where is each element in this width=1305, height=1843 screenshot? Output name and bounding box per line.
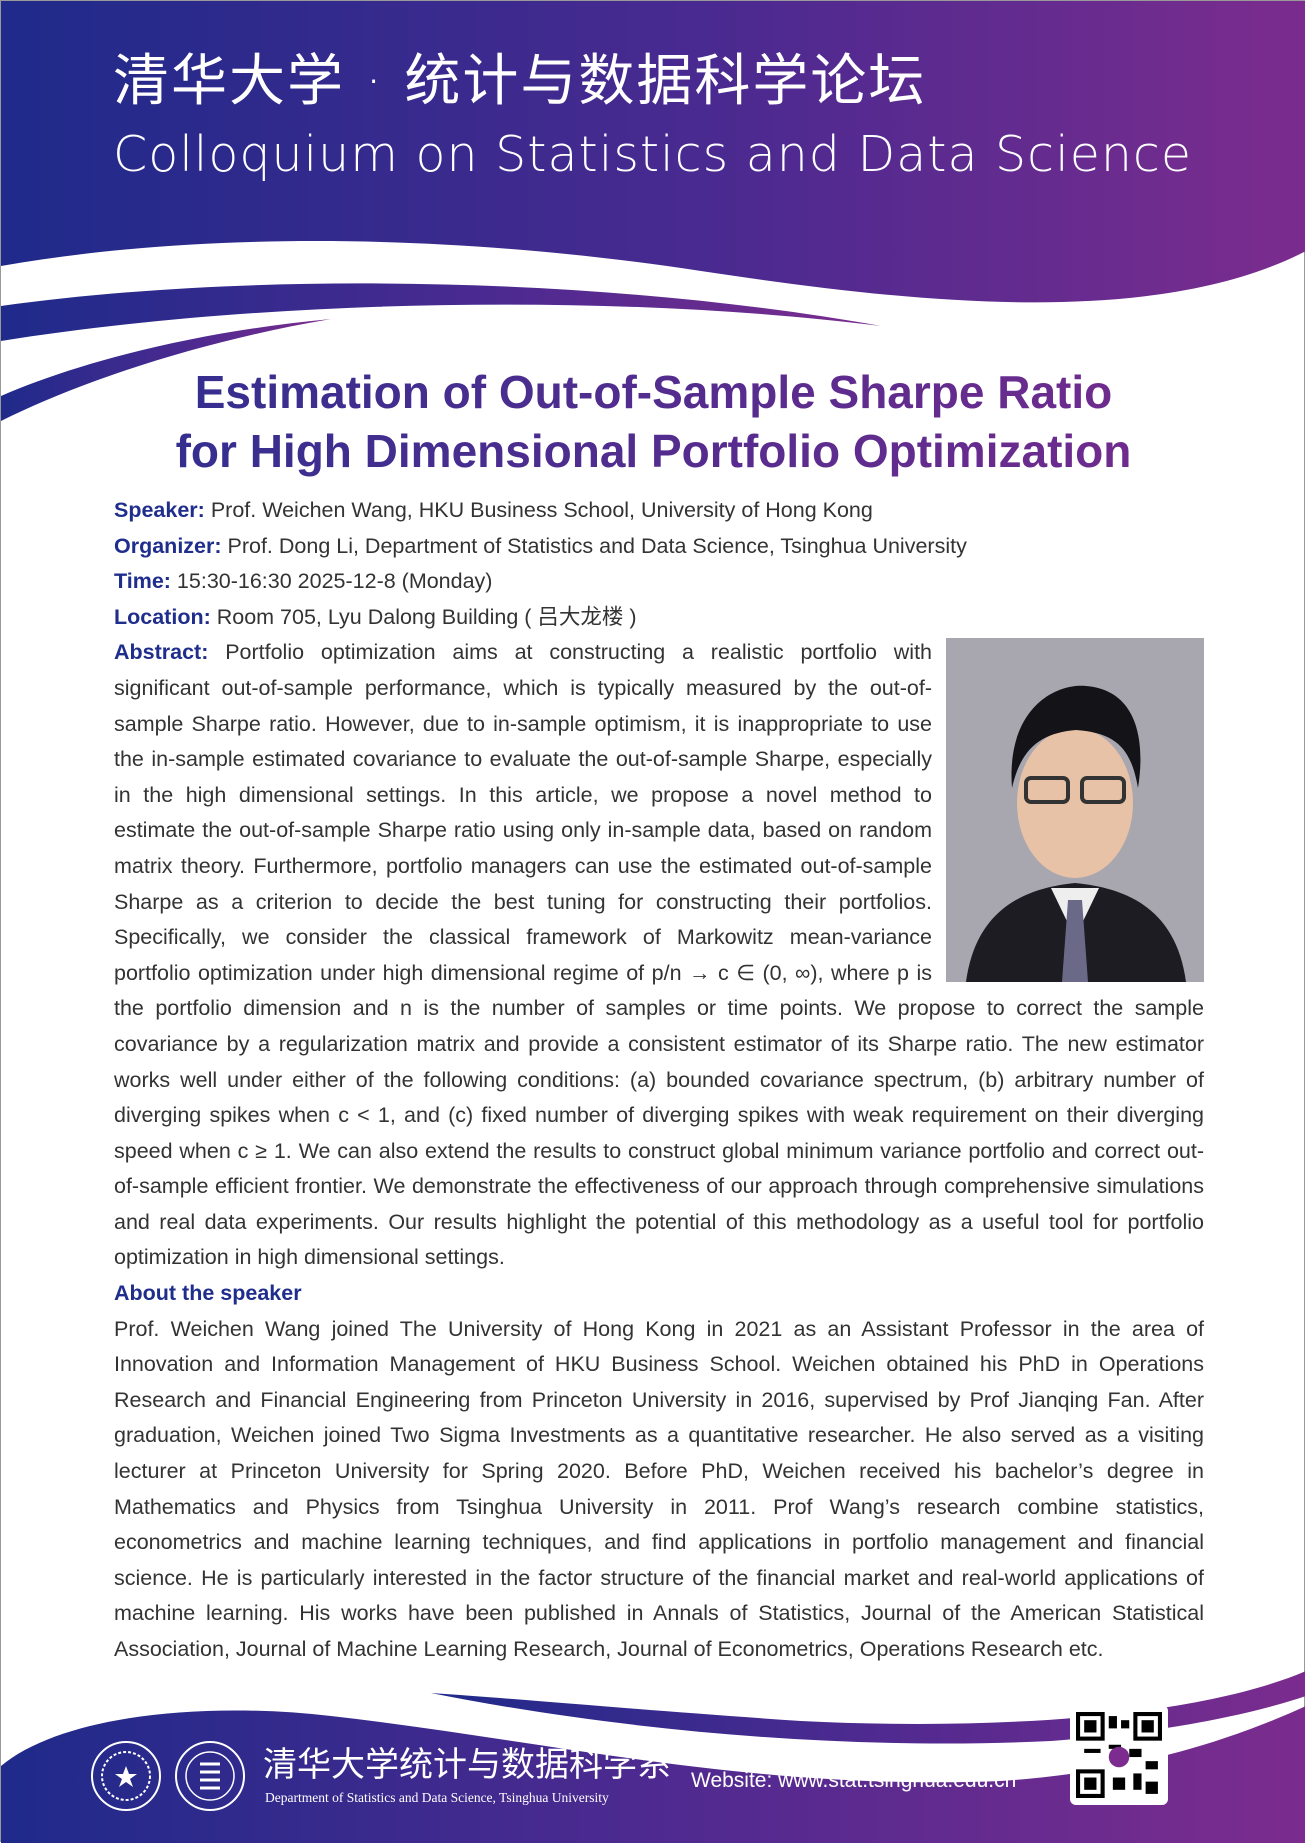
- forum-title-english: Colloquium on Statistics and Data Scienc…: [113, 126, 1192, 183]
- about-heading: About the speaker: [114, 1281, 302, 1306]
- website-link[interactable]: www.stat.tsinghua.edu.cn: [778, 1769, 1017, 1792]
- forum-title-chinese: 清华大学 · 统计与数据科学论坛: [113, 49, 927, 114]
- department-name-chinese: 清华大学统计与数据科学系: [263, 1745, 671, 1785]
- time-line: Time: 15:30-16:30 2025-12-8 (Monday): [114, 569, 493, 594]
- header-banner: [1, 1, 1305, 421]
- qr-code: [1070, 1705, 1168, 1805]
- department-seal-logo: [175, 1741, 245, 1811]
- abstract: Abstract: Portfolio optimization aims at…: [114, 638, 1204, 1270]
- talk-details: Speaker: Prof. Weichen Wang, HKU Busines…: [114, 493, 1204, 1668]
- website: Website: www.stat.tsinghua.edu.cn: [691, 1769, 1017, 1792]
- organizer-line: Organizer: Prof. Dong Li, Department of …: [114, 533, 967, 558]
- talk-title-line: Estimation of Out-of-Sample Sharpe Ratio: [194, 366, 1113, 418]
- speaker-line: Speaker: Prof. Weichen Wang, HKU Busines…: [114, 498, 873, 522]
- location-line: Location: Room 705, Lyu Dalong Building …: [114, 604, 637, 629]
- about-speaker-text: Prof. Weichen Wang joined The University…: [114, 1316, 1204, 1661]
- tsinghua-seal-logo: [91, 1741, 161, 1811]
- speaker-photo: [946, 638, 1204, 983]
- department-name-english: Department of Statistics and Data Scienc…: [265, 1790, 609, 1805]
- talk-title-line: for High Dimensional Portfolio Optimizat…: [175, 425, 1132, 477]
- qr-code-image: [1076, 1712, 1162, 1798]
- talk-title: Estimation of Out-of-Sample Sharpe Ratio…: [1, 363, 1305, 481]
